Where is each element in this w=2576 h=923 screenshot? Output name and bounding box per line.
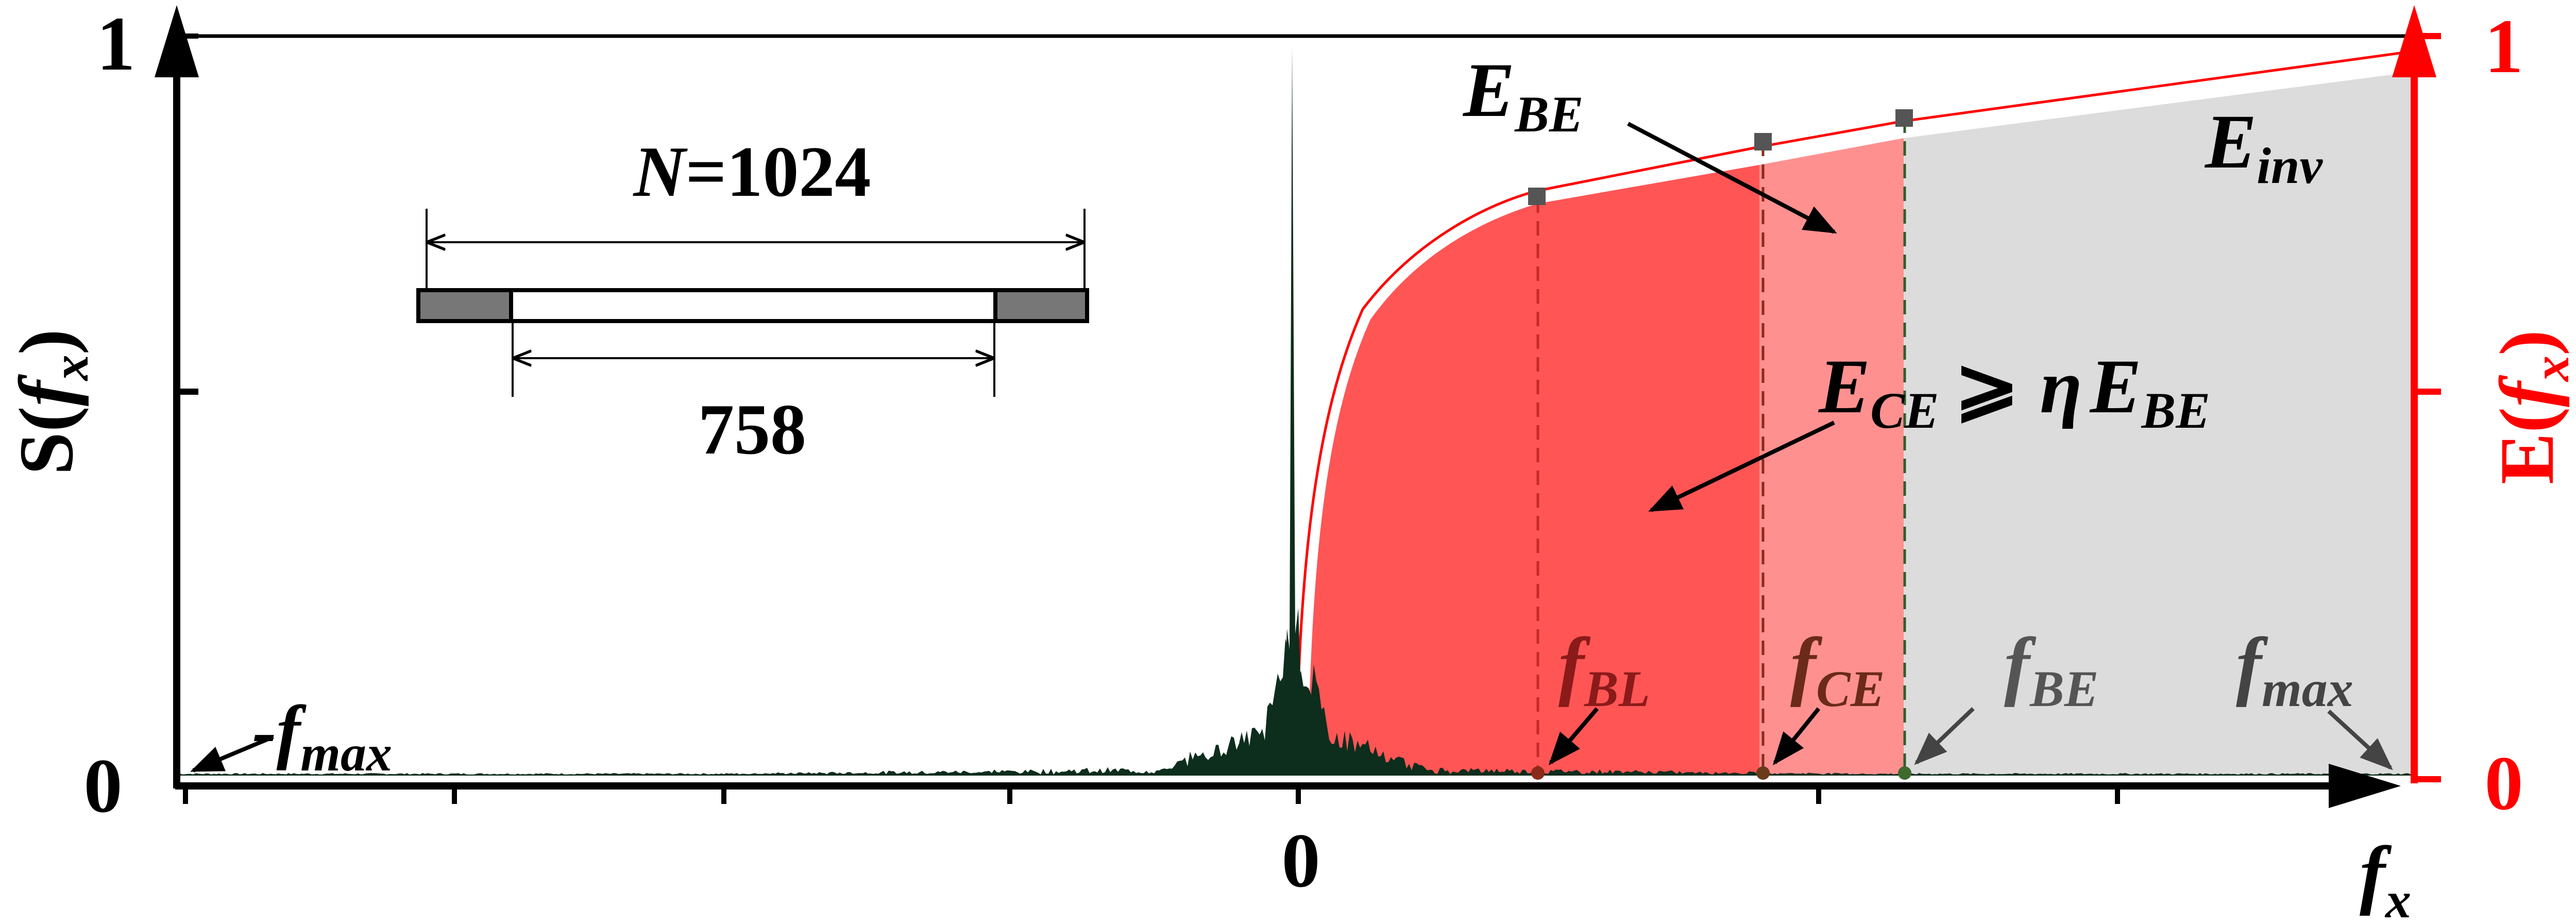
right-axis-arrowhead [2392,5,2436,77]
region-ce-energy [1759,138,1904,776]
fbe-label: fBE [2004,622,2098,717]
left-tick-label-0: 0 [84,743,123,829]
marker-ece [1754,133,1772,150]
spectrum-central-spike [1282,46,1303,776]
dot-fbe [1898,766,1911,780]
left-axis-title: S(fx) [4,329,99,475]
fmax-arrow [2327,710,2393,770]
neg-fmax-arrow [190,735,274,773]
inset-inner-label: 758 [698,390,806,469]
fbl-label: fBL [1558,622,1650,717]
x-zero-label: 0 [1282,818,1320,903]
ebe-arrow [1627,122,1837,234]
right-tick-label-1: 1 [2485,4,2523,89]
energy-curve [1294,50,2412,776]
x-axis-arrowhead [2329,764,2401,808]
right-tick-label-0: 0 [2485,741,2523,826]
energy-curve-shadow [1295,56,2412,776]
inequality-arrow [1648,421,1835,512]
inequality-label: ECE ⩾ η EBE [1818,344,2210,439]
region-baseline-energy [1308,165,1759,776]
fbe-arrow [1914,707,1975,765]
window-inset: N=1024 758 [416,132,1089,469]
dot-fbl [1531,766,1545,780]
marker-ebe [1895,109,1913,127]
right-axis-title: E(fx) [2484,330,2576,484]
fce-arrow [1772,707,1821,765]
x-axis-title: fx [2360,831,2411,923]
fbl-arrow [1548,707,1599,765]
left-tick-label-1: 1 [97,1,135,87]
inset-right-pad [993,288,1089,323]
neg-fmax-label: -fmax [252,691,392,782]
left-axis-arrowhead [155,5,199,77]
inset-total-value: =1024 [686,132,871,212]
fmax-label: fmax [2236,622,2353,717]
inset-window [509,288,997,323]
inset-left-pad [416,288,513,323]
marker-ebl [1528,188,1546,205]
spectrum-signal [178,46,2411,776]
region-inverse-energy [1904,72,2411,776]
einv-label: Einv [2204,99,2323,194]
inset-total-label: N=1024 [633,132,871,212]
ebe-label: EBE [1462,47,1583,143]
dot-fce [1756,766,1770,780]
